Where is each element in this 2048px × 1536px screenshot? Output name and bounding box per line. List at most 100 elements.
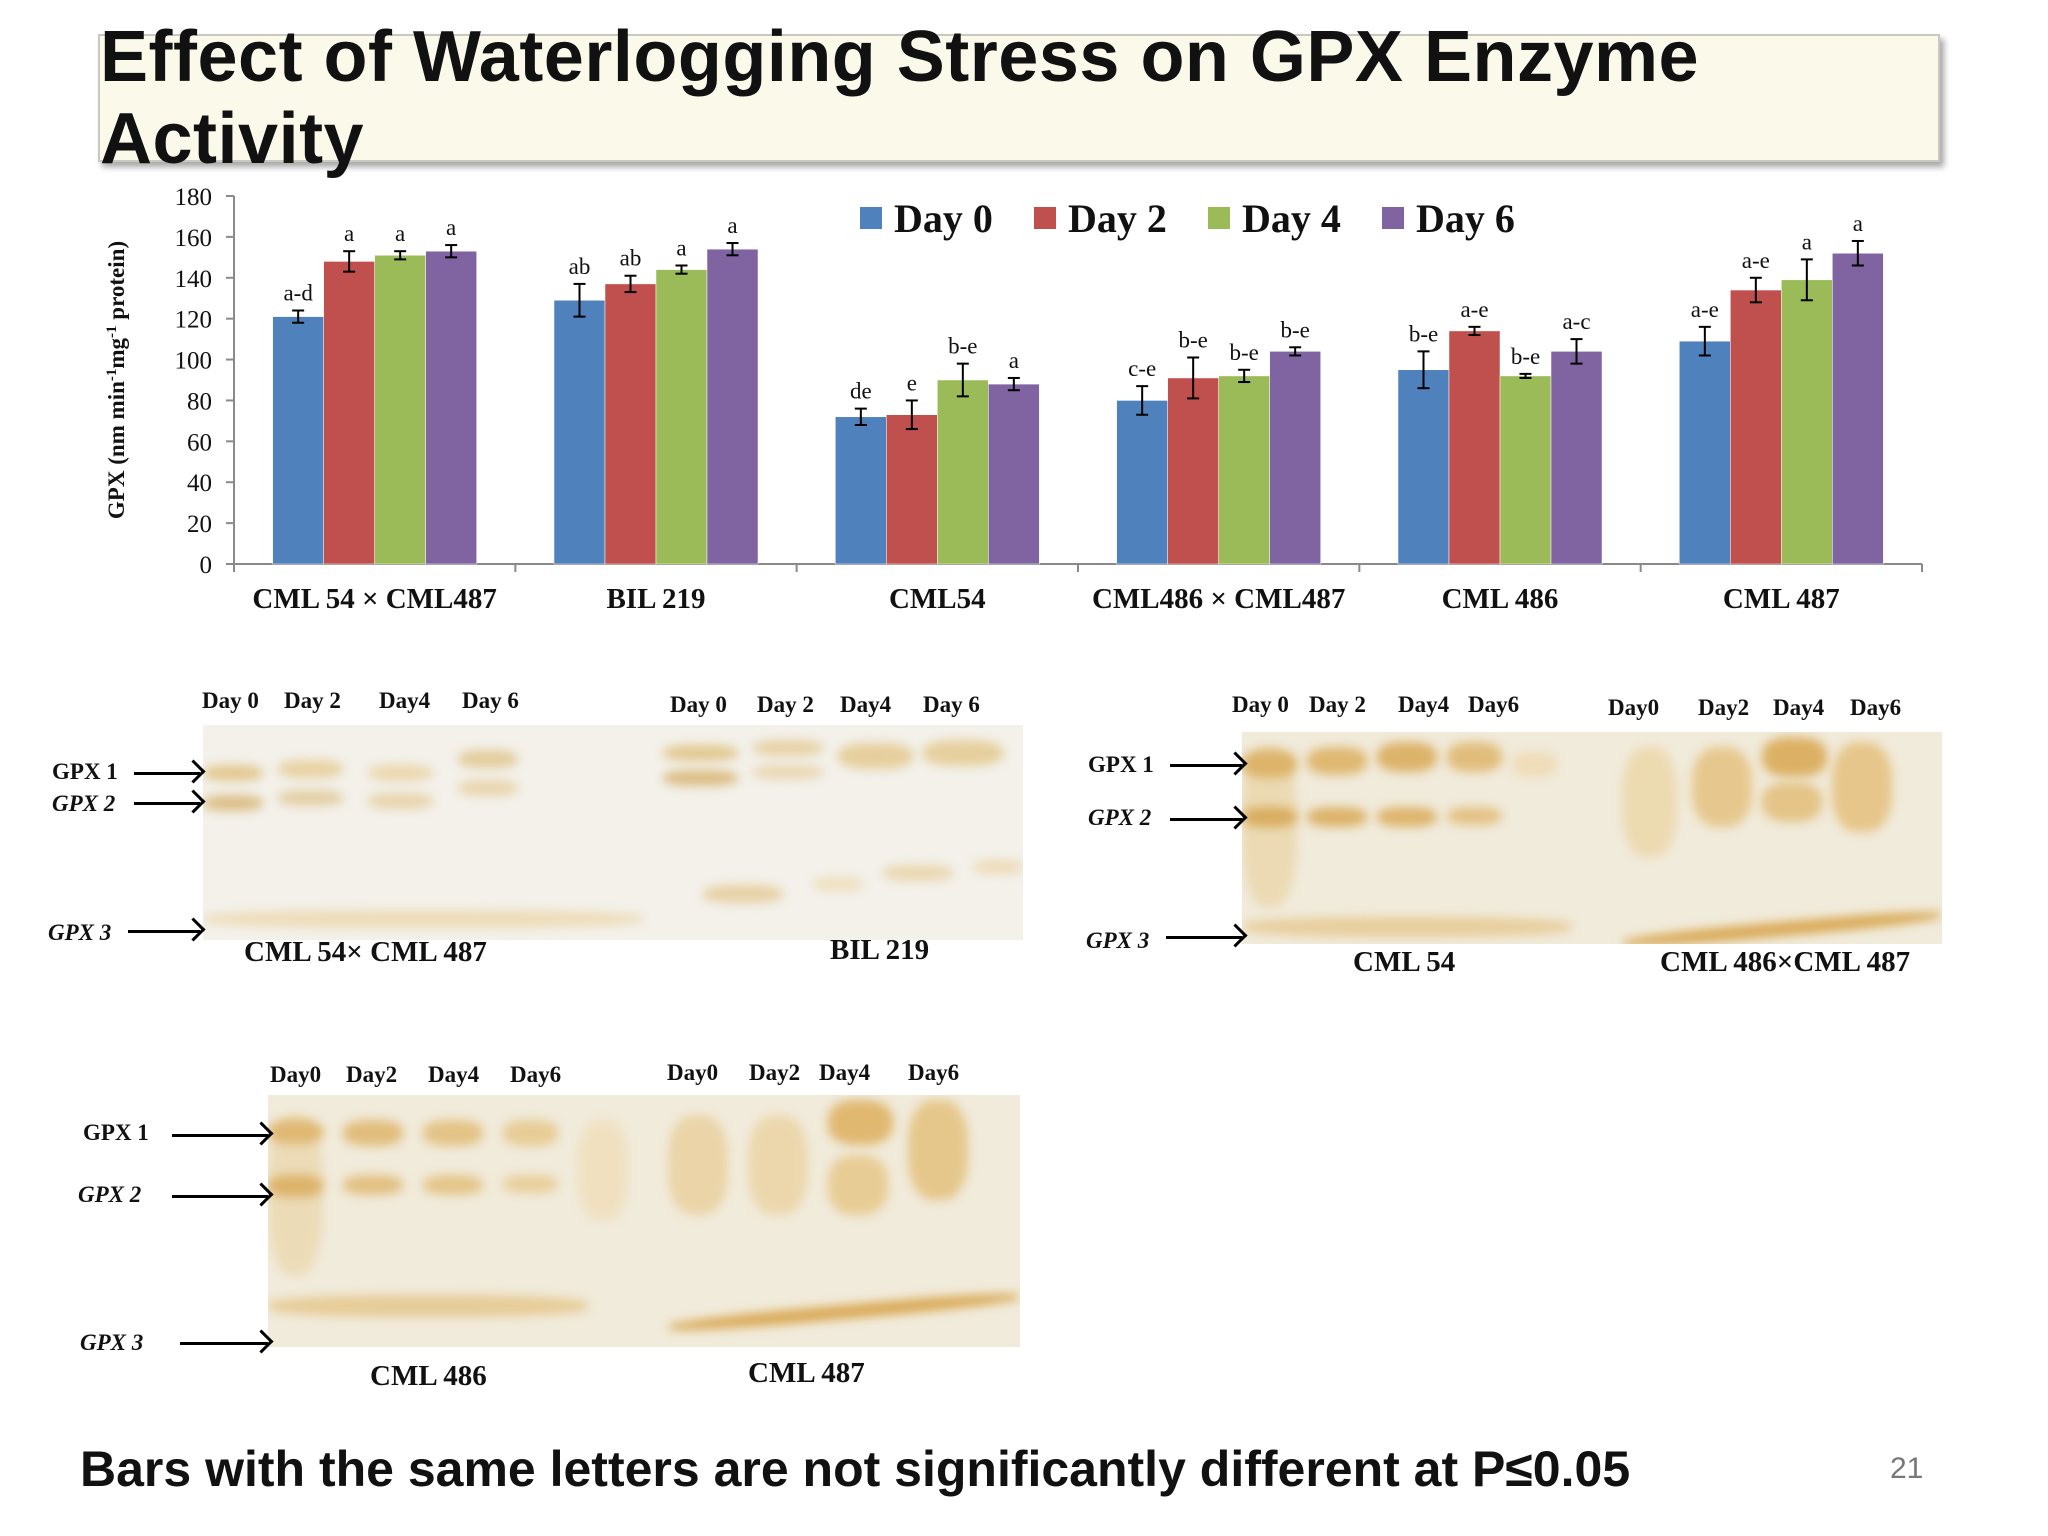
gel1-lane-label: Day 6: [462, 688, 519, 713]
y-tick-label: 180: [175, 184, 213, 211]
significance-letter: c-e: [1128, 356, 1156, 381]
gel2-marker-gpx1: GPX 1: [1088, 752, 1154, 777]
gel2-lane-label: Day 0: [1232, 692, 1289, 717]
significance-letter: a: [1802, 229, 1812, 254]
significance-letter: a-d: [283, 280, 313, 305]
legend-swatch: [1034, 207, 1056, 229]
gel3-arrow-gpx1: [172, 1134, 268, 1137]
significance-letter: b-e: [1280, 317, 1309, 342]
slide-title: Effect of Waterlogging Stress on GPX Enz…: [100, 17, 1700, 179]
gel2-arrow-gpx3: [1166, 936, 1242, 939]
gel1-marker-gpx1: GPX 1: [52, 759, 118, 784]
legend-swatch: [1382, 207, 1404, 229]
bar: [425, 250, 477, 565]
gel-panel-3: Day0 Day2 Day4 Day6 Day0 Day2 Day4 Day6 …: [0, 1050, 1040, 1410]
gel1-lane-label: Day 2: [284, 688, 341, 713]
gel2-caption-left: CML 54: [1353, 946, 1456, 978]
bar: [937, 379, 989, 565]
gel3-lane-label: Day4: [819, 1060, 871, 1085]
legend-swatch: [860, 207, 882, 229]
gel2-lane-label: Day 2: [1309, 692, 1366, 717]
gel-image-3: [268, 1095, 1020, 1347]
gel-panel-2: Day 0 Day 2 Day4 Day6 Day0 Day2 Day4 Day…: [1080, 680, 2040, 1000]
gel3-lane-label: Day0: [667, 1060, 719, 1085]
bar: [1781, 279, 1833, 565]
gel2-lane-label: Day6: [1850, 695, 1902, 720]
footnote: Bars with the same letters are not signi…: [80, 1441, 1631, 1497]
legend-entry: Day 2: [1068, 196, 1167, 241]
gel1-arrow-gpx2: [134, 802, 200, 805]
significance-letter: e: [907, 370, 917, 395]
gel1-arrow-gpx3: [128, 930, 200, 933]
significance-letter: a-c: [1562, 309, 1590, 334]
y-tick-label: 120: [175, 307, 213, 334]
gel2-lane-label: Day6: [1468, 692, 1520, 717]
gel2-marker-gpx3: GPX 3: [1086, 928, 1150, 953]
gel1-lane-label: Day4: [840, 692, 892, 717]
gel3-marker-gpx2: GPX 2: [78, 1182, 142, 1207]
bar: [1499, 375, 1552, 565]
gel2-lane-label: Day4: [1773, 695, 1825, 720]
gel3-marker-gpx1: GPX 1: [83, 1120, 149, 1145]
gel3-lane-label: Day6: [908, 1060, 960, 1085]
legend-entry: Day 6: [1416, 196, 1515, 241]
significance-letter: a: [446, 215, 456, 240]
y-tick-label: 40: [187, 470, 212, 497]
bar: [1167, 377, 1219, 565]
gel3-caption-left: CML 486: [370, 1360, 487, 1392]
gel2-marker-gpx2: GPX 2: [1088, 805, 1152, 830]
gel2-arrow-gpx1: [1170, 764, 1242, 767]
category-label: CML 487: [1723, 583, 1840, 615]
bar: [988, 383, 1040, 565]
significance-letter: b-e: [948, 334, 977, 359]
gel3-lane-label: Day6: [510, 1062, 562, 1087]
bar: [706, 248, 759, 565]
gel-panel-1: Day 0 Day 2 Day4 Day 6 Day 0 Day 2 Day4 …: [0, 680, 1040, 980]
gel3-lane-label: Day4: [428, 1062, 480, 1087]
gel3-marker-gpx3: GPX 3: [80, 1330, 144, 1355]
category-label: BIL 219: [606, 583, 705, 615]
significance-letter: de: [850, 379, 872, 404]
y-tick-label: 80: [187, 388, 212, 415]
bar: [1218, 375, 1270, 565]
y-tick-label: 20: [187, 511, 212, 538]
gel2-arrow-gpx2: [1170, 818, 1242, 821]
gel2-caption-right: CML 486×CML 487: [1660, 946, 1911, 978]
significance-letter: b-e: [1178, 328, 1207, 353]
gel2-lane-label: Day4: [1398, 692, 1450, 717]
gel2-lane-label: Day0: [1608, 695, 1660, 720]
legend-swatch: [1208, 207, 1230, 229]
bar: [1679, 340, 1731, 565]
bar: [1832, 252, 1884, 565]
category-label: CML54: [889, 583, 986, 615]
gel1-lane-label: Day4: [379, 688, 431, 713]
gpx-bar-chart: 0 20 40 60 80 100 120 140 160 180 GPX (nm min-1mg-…: [104, 184, 1923, 615]
gel1-lane-label: Day 6: [923, 692, 980, 717]
bar: [835, 416, 887, 565]
gel1-lane-label: Day 0: [670, 692, 727, 717]
significance-letter: b-e: [1229, 340, 1258, 365]
y-tick-label: 100: [175, 348, 213, 375]
y-tick-label: 140: [175, 266, 213, 293]
gel3-arrow-gpx2: [172, 1195, 268, 1198]
category-label: CML 486: [1442, 583, 1559, 615]
gel1-lane-label: Day 0: [202, 688, 259, 713]
gel2-lane-label: Day2: [1698, 695, 1750, 720]
gel1-caption-right: BIL 219: [830, 934, 930, 966]
significance-letter: a: [344, 221, 354, 246]
gel-image-2: [1242, 732, 1942, 944]
y-tick-label: 60: [187, 429, 212, 456]
bar: [1730, 289, 1782, 565]
gel3-arrow-gpx3: [180, 1342, 268, 1345]
significance-letter: ab: [569, 254, 591, 279]
legend-entry: Day 4: [1242, 196, 1341, 241]
significance-letter: ab: [620, 246, 642, 271]
bar: [886, 414, 938, 565]
y-tick-label: 160: [175, 225, 213, 252]
y-tick-label: 0: [200, 552, 213, 579]
bar: [374, 255, 426, 565]
legend-entry: Day 0: [894, 196, 993, 241]
category-label: CML486 × CML487: [1092, 583, 1345, 615]
bar: [1550, 351, 1603, 565]
significance-letter: b-e: [1511, 344, 1540, 369]
